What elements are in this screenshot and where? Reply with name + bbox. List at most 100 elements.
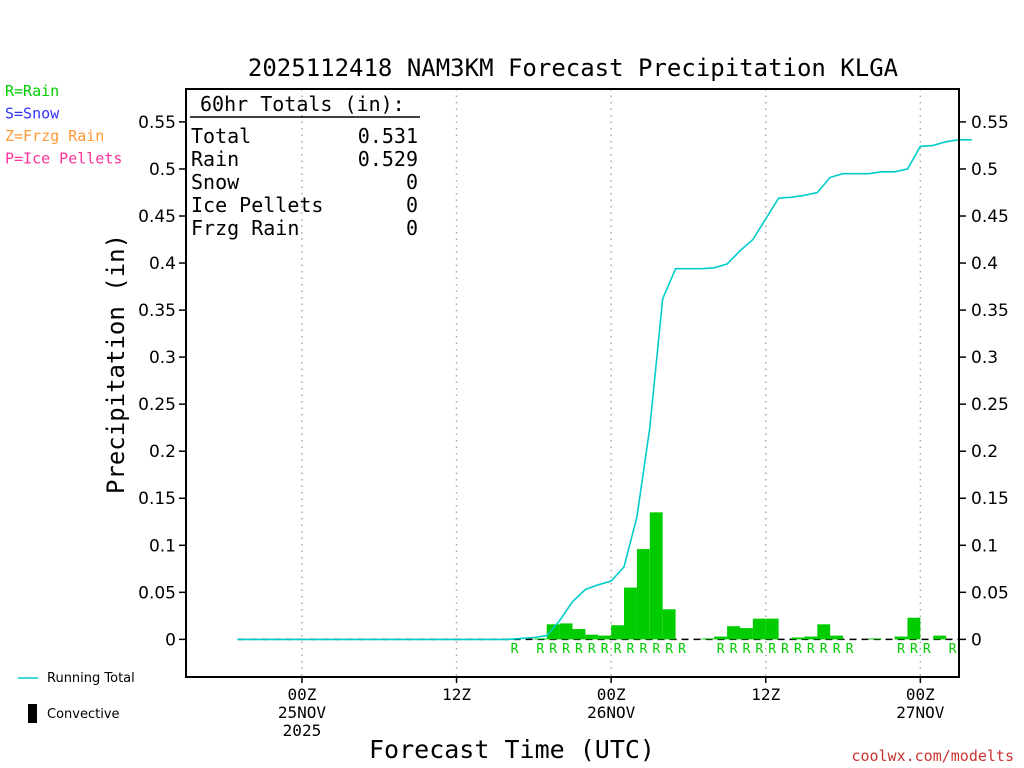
totals-value: 0.531 (358, 124, 418, 148)
y-tick-label: 0.15 (138, 489, 176, 509)
ptype-marker: R (549, 642, 557, 657)
ptype-marker: R (536, 642, 544, 657)
y-tick-label-right: 0.2 (971, 442, 998, 462)
precip-bar (649, 512, 663, 640)
ptype-marker: R (910, 642, 918, 657)
x-tick-label: 00Z (906, 685, 935, 704)
y-tick-label-right: 0.3 (971, 348, 998, 368)
ptype-marker: R (588, 642, 596, 657)
totals-label: Frzg Rain (191, 216, 299, 240)
y-tick-label: 0.35 (138, 301, 176, 321)
totals-value: 0 (406, 193, 418, 217)
x-tick-label: 12Z (442, 685, 471, 704)
y-tick-label-right: 0.45 (971, 207, 1009, 227)
x-tick-label: 25NOV (278, 703, 327, 722)
running-total-line (237, 139, 972, 641)
y-tick-label: 0.1 (149, 536, 176, 556)
series-legend: Running Total Convective (18, 671, 135, 723)
precip-bar (701, 638, 715, 640)
ptype-marker: R (846, 642, 854, 657)
ptype-marker: R (820, 642, 828, 657)
precip-bar (636, 549, 650, 640)
y-tick-label-right: 0.5 (971, 160, 998, 180)
ptype-marker: R (575, 642, 583, 657)
ptype-marker: R (768, 642, 776, 657)
ptype-marker: R (730, 642, 738, 657)
precip-bar (585, 634, 599, 640)
x-tick-label: 00Z (597, 685, 626, 704)
y-tick-label: 0.2 (149, 442, 176, 462)
y-axis-left: 0 0.05 0.1 0.15 0.2 0.25 0.3 0.35 0.4 0.45 0.5 0.55 (138, 113, 186, 650)
precip-bar (559, 623, 573, 640)
chart-title: 2025112418 NAM3KM Forecast Precipitation… (248, 54, 899, 82)
precip-bar (546, 624, 560, 640)
ptype-legend: R=Rain S=Snow Z=Frzg Rain P=Ice Pellets (5, 82, 122, 168)
ptype-marker: R (794, 642, 802, 657)
x-tick-label: 26NOV (587, 703, 636, 722)
y-tick-label: 0 (165, 630, 176, 650)
y-tick-label-right: 0.35 (971, 301, 1009, 321)
precip-bar (598, 635, 612, 640)
running-total-legend-label: Running Total (47, 671, 135, 686)
running-total-line-group (237, 139, 972, 641)
ptype-marker: R (717, 642, 725, 657)
ptype-legend-item: P=Ice Pellets (5, 150, 122, 168)
precip-bar (714, 636, 728, 640)
ptype-marker: R (511, 642, 519, 657)
ptype-marker: R (627, 642, 635, 657)
totals-label: Rain (191, 147, 239, 171)
ptype-marker: R (665, 642, 673, 657)
x-tick-label: 2025 (283, 721, 322, 740)
vertical-gridlines (301, 89, 922, 677)
y-tick-label-right: 0.15 (971, 489, 1009, 509)
ptype-marker: R (923, 642, 931, 657)
precip-bar (907, 617, 921, 640)
ptype-marker: R (652, 642, 660, 657)
y-tick-label-right: 0.55 (971, 113, 1009, 133)
precip-bar (572, 629, 586, 640)
precip-bar (817, 624, 831, 640)
plot-frame (185, 88, 960, 678)
x-tick-label: 12Z (751, 685, 780, 704)
precip-bar (868, 638, 882, 640)
ptype-marker: R (755, 642, 763, 657)
totals-label: Snow (191, 170, 240, 194)
ptype-marker: R (639, 642, 647, 657)
convective-legend-swatch (28, 704, 37, 723)
totals-value: 0 (406, 170, 418, 194)
ptype-legend-item: Z=Frzg Rain (5, 127, 104, 145)
credit-text: coolwx.com/modelts (851, 747, 1014, 765)
y-tick-label-right: 0.25 (971, 395, 1009, 415)
y-tick-label: 0.55 (138, 113, 176, 133)
precip-bar (739, 628, 753, 640)
precip-bar (933, 635, 947, 640)
precip-bar (624, 587, 637, 640)
ptype-marker: R (807, 642, 815, 657)
y-tick-label: 0.5 (149, 160, 176, 180)
precip-bar (830, 635, 844, 640)
x-tick-label: 00Z (287, 685, 316, 704)
ptype-marker: R (897, 642, 905, 657)
y-tick-label: 0.25 (138, 395, 176, 415)
y-axis-right: 0 0.05 0.1 0.15 0.2 0.25 0.3 0.35 0.4 0.45 0.5 0.55 (959, 113, 1009, 650)
totals-label: Ice Pellets (191, 193, 323, 217)
ptype-marker: R (562, 642, 570, 657)
x-tick-label: 27NOV (896, 703, 945, 722)
ptype-marker: R (949, 642, 957, 657)
x-axis-label: Forecast Time (UTC) (369, 735, 655, 764)
totals-value: 0.529 (358, 147, 418, 171)
y-tick-label-right: 0.05 (971, 583, 1009, 603)
y-tick-label: 0.3 (149, 348, 176, 368)
totals-value: 0 (406, 216, 418, 240)
ptype-marker: R (601, 642, 609, 657)
totals-label: Total (191, 124, 251, 148)
precip-bar (894, 636, 908, 640)
precip-bar (804, 636, 818, 640)
totals-box: 60hr Totals (in): Total 0.531 Rain 0.529 Snow… (190, 92, 420, 240)
ptype-marker: R (678, 642, 686, 657)
convective-legend-label: Convective (47, 707, 120, 722)
ptype-marker: R (833, 642, 841, 657)
